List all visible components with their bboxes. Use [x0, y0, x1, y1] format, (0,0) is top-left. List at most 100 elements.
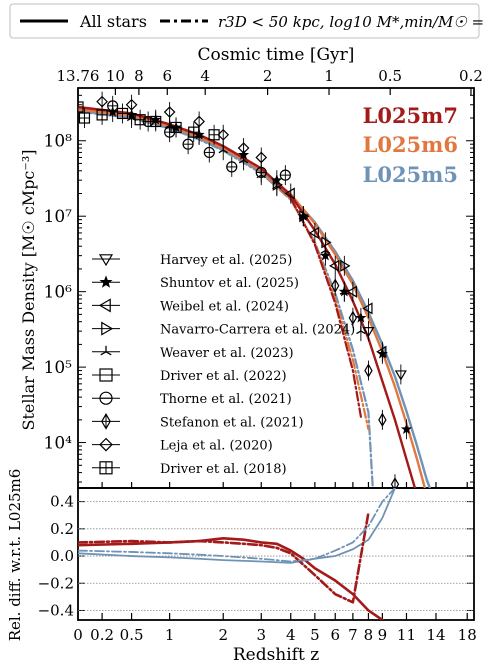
- obs-weibel-point: [329, 259, 340, 272]
- x-axis-ticks: 0 0.2 0.5 1 2 3 4 5 6 7 8 9 11 14 18: [73, 482, 477, 644]
- legend-obs-label: Harvey et al. (2025): [160, 253, 292, 268]
- obs-weibel-point: [362, 302, 373, 315]
- x-tick-label: 2: [218, 626, 228, 644]
- obs-harvey-point: [394, 370, 407, 381]
- obs-navarro-carrera-point: [272, 178, 284, 191]
- obs-navarro-carrera-point: [299, 210, 310, 223]
- legend-obs-marker: [98, 254, 114, 267]
- run-label-l025m6: L025m6: [363, 132, 458, 157]
- obs-weaver-point: [320, 245, 331, 254]
- obs-leja-point: [163, 106, 176, 118]
- y-tick-label: 10⁷: [44, 207, 73, 227]
- y-tick-label: 10⁴: [44, 434, 73, 454]
- legend-obs-label: Weibel et al. (2024): [160, 299, 289, 314]
- obs-weaver-point: [272, 181, 282, 190]
- top-tick-label: 10: [106, 67, 125, 85]
- obs-leja-point: [125, 98, 138, 111]
- x-tick-label: 9: [378, 626, 388, 644]
- obs-stefanon-point: [378, 412, 387, 428]
- legend-obs-marker: [101, 413, 111, 430]
- x-tick-label: 0.5: [120, 626, 144, 644]
- x-tick-label: 5: [310, 626, 320, 644]
- legend-obs-label: Shuntov et al. (2025): [160, 276, 299, 291]
- x-tick-label: 0.2: [90, 626, 114, 644]
- ratio-tick-label: 0.2: [50, 520, 74, 538]
- obs-driver-point: [134, 114, 146, 126]
- legend-top-frame: [9, 3, 480, 39]
- ratio-panel-frame: [77, 487, 475, 621]
- legend-obs-marker: [101, 321, 114, 336]
- obs-stefanon-point: [331, 278, 340, 293]
- obs-shuntov-point: [355, 311, 367, 323]
- top-axis-ticks: 13.76 10 8 6 4 2 1 0.5 0.2: [57, 67, 483, 95]
- legend-obs-label: Navarro-Carrera et al. (2024): [160, 323, 355, 338]
- obs-leja-point: [255, 151, 268, 164]
- top-tick-label: 4: [200, 67, 210, 85]
- obs-navarro-carrera-point: [340, 259, 351, 272]
- obs-harvey-point: [362, 327, 375, 338]
- obs-leja-point: [217, 128, 230, 141]
- ratio-tick-label: −0.2: [38, 574, 74, 592]
- obs-weaver-point: [339, 286, 350, 295]
- obs-weibel-point: [284, 187, 295, 200]
- obs-driver-point: [78, 112, 91, 124]
- obs-stefanon-point: [364, 363, 373, 378]
- observations: [78, 91, 413, 488]
- obs-driver-point: [96, 109, 108, 121]
- legend-obs-label: Driver et al. (2018): [160, 462, 287, 477]
- run-label-l025m5: L025m5: [363, 162, 458, 187]
- ratio-l025m5-solid: [78, 488, 396, 564]
- obs-weaver-point: [356, 326, 366, 335]
- obs-weibel-point: [346, 285, 357, 298]
- x-tick-label: 4: [286, 626, 296, 644]
- obs-thorne-point: [203, 146, 215, 159]
- y-tick-label: 10⁶: [44, 283, 73, 303]
- obs-driver-point: [208, 129, 220, 141]
- top-tick-label: 8: [134, 67, 144, 85]
- obs-driver-point: [188, 126, 200, 138]
- run-labels: L025m7 L025m6 L025m5: [363, 103, 458, 187]
- x-tick-label: 14: [426, 626, 445, 644]
- legend-obs-label: Stefanon et al. (2021): [160, 415, 304, 430]
- ratio-series: [78, 488, 396, 620]
- legend-obs-label: Thorne et al. (2021): [160, 392, 292, 407]
- run-label-l025m7: L025m7: [363, 103, 458, 128]
- obs-thorne-point: [279, 169, 291, 181]
- obs-weibel-point: [376, 345, 387, 358]
- x-axis-label: Redshift z: [233, 645, 319, 665]
- main-panel-ticks: 10⁴ 10⁵ 10⁶ 10⁷ 10⁸: [44, 87, 474, 483]
- obs-thorne-point: [182, 138, 194, 150]
- legend-obs-marker: [99, 461, 113, 475]
- obs-thorne-point: [226, 161, 238, 173]
- top-axis-label: Cosmic time [Gyr]: [198, 45, 355, 65]
- legend-obs-label: Leja et al. (2020): [160, 439, 273, 454]
- top-tick-label: 0.5: [378, 67, 402, 85]
- top-tick-label: 13.76: [57, 67, 100, 85]
- main-ylabel: Stellar Mass Density [M☉ cMpc⁻³]: [19, 150, 38, 431]
- obs-driver-point: [170, 121, 182, 134]
- top-tick-label: 2: [263, 67, 273, 85]
- ratio-l025m7-dashdot: [78, 511, 370, 604]
- obs-weaver-point: [218, 145, 228, 154]
- y-tick-label: 10⁸: [44, 132, 73, 152]
- legend-obs-marker: [100, 345, 112, 356]
- legend-obs-marker: [99, 391, 113, 405]
- ratio-tick-label: 0.0: [50, 547, 74, 565]
- ratio-l025m5-dashdot: [78, 488, 396, 563]
- obs-driver-point: [150, 115, 162, 128]
- obs-thorne-point: [107, 100, 119, 112]
- top-tick-label: 1: [324, 67, 334, 85]
- ratio-tick-label: −0.4: [38, 601, 74, 619]
- ratio-tick-label: 0.4: [50, 493, 74, 511]
- legend-obs-label: Driver et al. (2022): [160, 369, 287, 384]
- ratio-gridlines: [78, 501, 474, 611]
- x-tick-label: 1: [165, 626, 175, 644]
- ratio-ylabel: Rel. diff. w.r.t. L025m6: [6, 469, 24, 642]
- observation-legend: Harvey et al. (2025) Shuntov et al. (2025…: [92, 253, 355, 477]
- x-tick-label: 8: [364, 626, 374, 644]
- obs-weaver-point: [298, 211, 309, 220]
- x-tick-label: 3: [256, 626, 266, 644]
- x-tick-label: 18: [458, 626, 477, 644]
- x-tick-label: 7: [348, 626, 358, 644]
